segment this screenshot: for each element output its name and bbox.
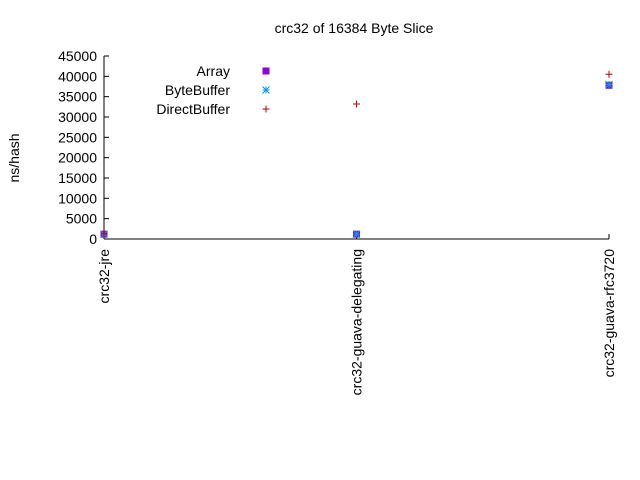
legend-marker [262, 105, 270, 113]
x-tick-label: crc32-guava-delegating [349, 249, 365, 395]
y-tick-label: 10000 [58, 190, 97, 206]
data-point-directbuffer [353, 100, 360, 108]
y-tick-label: 45000 [58, 48, 97, 64]
data-point-directbuffer [605, 70, 613, 78]
x-tick-label: crc32-jre [96, 249, 112, 304]
data-point-bytebuffer [605, 80, 613, 89]
y-axis-label: ns/hash [6, 133, 22, 182]
data-point-bytebuffer [352, 230, 361, 238]
legend-marker [262, 67, 270, 75]
y-tick-label: 40000 [58, 68, 97, 84]
x-ticks: crc32-jre crc32-guava-delegating crc32-gua… [96, 234, 617, 395]
y-tick-label: 20000 [58, 150, 97, 166]
legend: Array ByteBuffer DirectBuffer [156, 63, 270, 117]
y-tick-label: 15000 [58, 170, 97, 186]
y-tick-label: 30000 [58, 109, 97, 125]
x-tick-label: crc32-guava-rfc3720 [601, 249, 617, 378]
chart-title: crc32 of 16384 Byte Slice [275, 20, 434, 36]
y-tick-label: 35000 [58, 89, 97, 105]
legend-marker [262, 86, 270, 94]
y-tick-label: 25000 [58, 129, 97, 145]
y-ticks: 0 5000 10000 15000 20000 25000 30000 35000 40000… [58, 48, 109, 247]
legend-label: ByteBuffer [165, 82, 230, 98]
data-points [100, 70, 613, 238]
y-tick-label: 5000 [66, 211, 97, 227]
y-tick-label: 0 [89, 231, 97, 247]
data-point-directbuffer [100, 230, 108, 238]
legend-label: Array [197, 63, 230, 79]
legend-label: DirectBuffer [156, 101, 230, 117]
